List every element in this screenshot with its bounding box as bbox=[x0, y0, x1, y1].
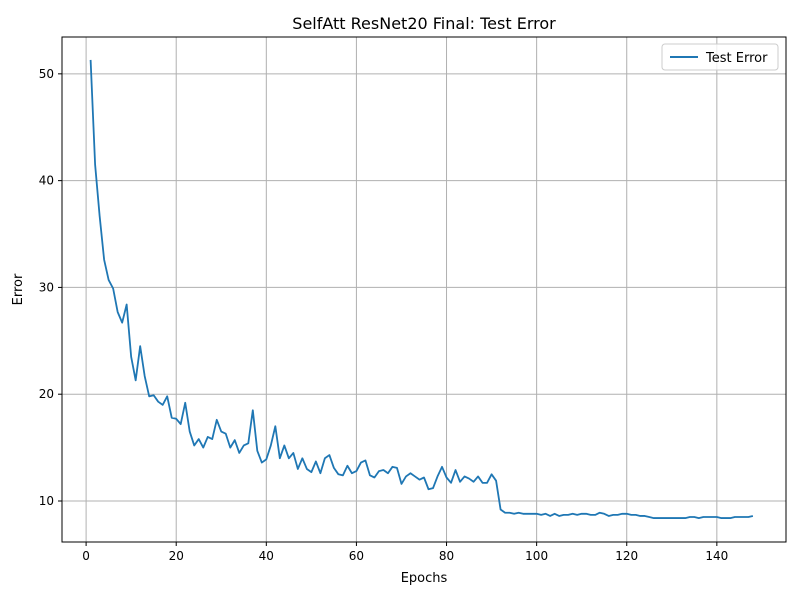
y-tick-label: 40 bbox=[39, 174, 54, 188]
y-tick-label: 30 bbox=[39, 280, 54, 294]
grid bbox=[62, 37, 786, 542]
legend: Test Error bbox=[661, 43, 779, 71]
x-tick-label: 100 bbox=[525, 549, 548, 563]
y-tick-label: 20 bbox=[39, 387, 54, 401]
y-tick-label: 10 bbox=[39, 494, 54, 508]
x-axis-label: Epochs bbox=[401, 571, 448, 586]
axis-ticks: 0 20 40 60 80 100 120 140 10 20 30 40 50 bbox=[39, 67, 729, 563]
x-tick-label: 120 bbox=[615, 549, 638, 563]
legend-box bbox=[661, 43, 779, 71]
x-tick-label: 40 bbox=[259, 549, 274, 563]
x-tick-label: 60 bbox=[349, 549, 364, 563]
y-tick-label: 50 bbox=[39, 67, 54, 81]
series-line-test-error bbox=[89, 59, 754, 519]
legend-label: Test Error bbox=[705, 51, 768, 66]
x-tick-label: 20 bbox=[169, 549, 184, 563]
plot-area-frame bbox=[61, 36, 787, 543]
chart-title: SelfAtt ResNet20 Final: Test Error bbox=[292, 14, 556, 33]
x-tick-label: 0 bbox=[82, 549, 90, 563]
series-layer bbox=[89, 59, 754, 519]
x-tick-label: 80 bbox=[439, 549, 454, 563]
y-axis-label: Error bbox=[11, 273, 26, 305]
x-tick-label: 140 bbox=[705, 549, 728, 563]
